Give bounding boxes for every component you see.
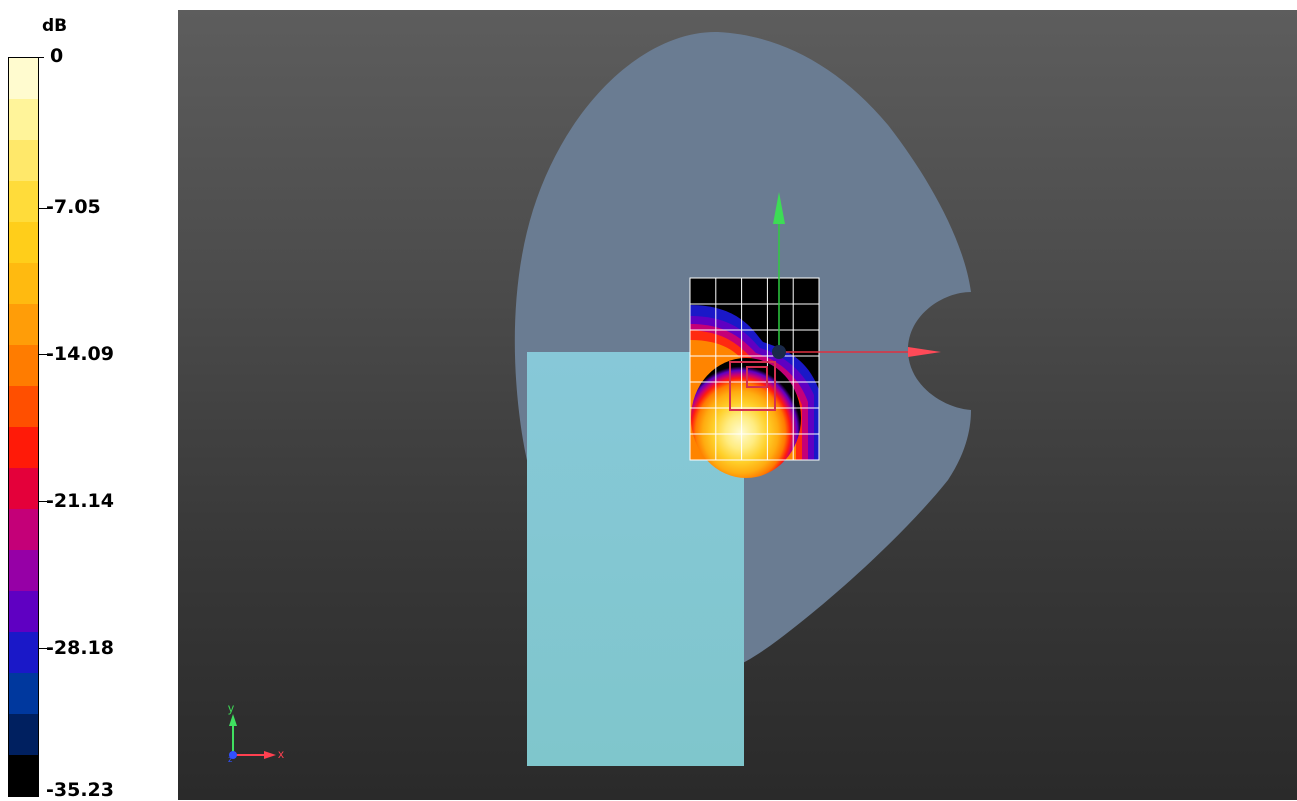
colorbar-tick	[34, 57, 44, 58]
colorbar-segment	[9, 345, 38, 386]
colorbar-segment	[9, 99, 38, 140]
colorbar-unit: dB	[42, 16, 68, 36]
measurement-grid	[689, 277, 820, 461]
colorbar-segment	[9, 263, 38, 304]
colorbar-segment	[9, 591, 38, 632]
colorbar-gradient	[8, 57, 39, 797]
colorbar-label: -28.18	[46, 637, 114, 659]
reference-point	[772, 345, 786, 359]
colorbar-label: -21.14	[46, 490, 114, 512]
colorbar-segment	[9, 755, 38, 796]
x-axis-arrowhead	[908, 347, 941, 357]
colorbar-label-max: 0	[50, 45, 64, 67]
colorbar-segment	[9, 468, 38, 509]
colorbar-tick	[38, 501, 48, 502]
sar-heatmap	[690, 278, 819, 478]
y-axis-arrowhead	[773, 192, 785, 224]
colorbar-segment	[9, 632, 38, 673]
colorbar-segment	[9, 386, 38, 427]
colorbar-label: -14.09	[46, 343, 114, 365]
colorbar-label-min: -35.23	[46, 779, 114, 801]
colorbar-segment	[9, 550, 38, 591]
axes-triad: y x z	[228, 701, 284, 764]
colorbar-segment	[9, 427, 38, 468]
triad-x-label: x	[278, 747, 284, 761]
colorbar-legend: dB 0 -7.05 -14.09 -21.14 -28.18 -35.23	[0, 0, 175, 800]
triad-y-label: y	[228, 701, 234, 715]
triad-z-label: z	[228, 754, 233, 764]
zoom-scan-box-inner	[746, 366, 768, 388]
colorbar-segment	[9, 140, 38, 181]
3d-viewport[interactable]: y x z	[178, 10, 1297, 800]
colorbar-tick	[38, 208, 48, 209]
colorbar-label: -7.05	[46, 196, 101, 218]
scene-canvas: y x z	[228, 31, 971, 766]
colorbar-tick	[38, 354, 48, 355]
colorbar-tick	[38, 648, 48, 649]
colorbar-segment	[9, 222, 38, 263]
colorbar-segment	[9, 304, 38, 345]
zoom-scan-box-outer	[729, 361, 776, 411]
colorbar-segment	[9, 714, 38, 755]
colorbar-segment	[9, 181, 38, 222]
colorbar-segment	[9, 673, 38, 714]
colorbar-segment	[9, 509, 38, 550]
colorbar-segment	[9, 58, 38, 99]
